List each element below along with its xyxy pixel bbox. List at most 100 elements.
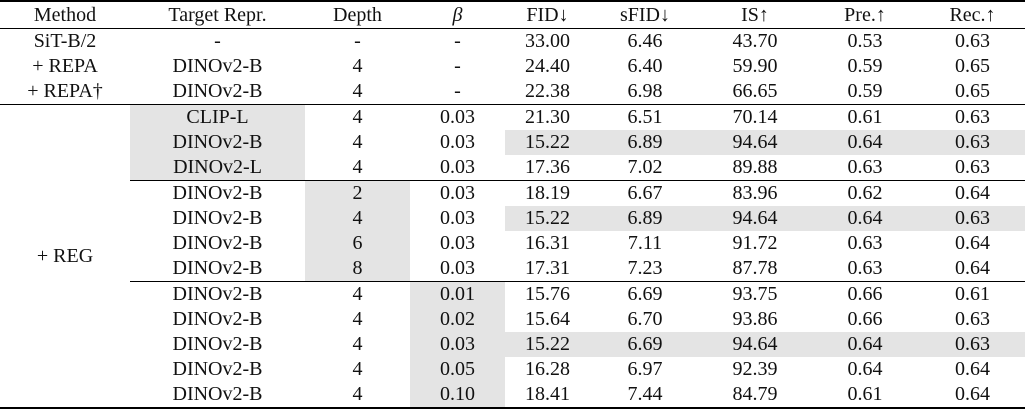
table-cell: 15.22	[505, 332, 590, 357]
table-cell: 70.14	[732, 106, 778, 128]
table-cell: DINOv2-B	[172, 182, 263, 204]
table-cell: 4	[352, 106, 363, 128]
table-cell: 0.64	[810, 332, 920, 357]
table-cell: DINOv2-B	[130, 256, 305, 282]
table-cell: 4	[305, 79, 410, 105]
table-cell: -	[214, 30, 221, 52]
table-row: DINOv2-B 4 0.03 15.22 6.89 94.64 0.64 0.63	[0, 206, 1025, 231]
table-cell: 0.65	[955, 55, 990, 77]
table-cell: 0.63	[847, 232, 883, 254]
table-cell: 4	[352, 358, 363, 380]
table-body: SiT-B/2- - -33.00 6.46 43.70 0.53 0.63 + REPA DI…	[0, 29, 1025, 409]
header-cell: sFID↓	[590, 0, 700, 29]
table-cell: 0.01	[410, 281, 505, 307]
table-cell: 0.63	[920, 130, 1025, 155]
table-row: DINOv2-B 4 0.05 16.28 6.97 92.39 0.64 0.64	[0, 357, 1025, 382]
table-cell: 15.76	[525, 283, 570, 305]
table-cell: 6.98	[590, 79, 700, 105]
table-cell: 0.66	[847, 308, 883, 330]
table-cell: 4	[305, 155, 410, 181]
table-cell: 6.51	[627, 106, 663, 128]
table-cell: 93.75	[732, 283, 778, 305]
table-cell: DINOv2-B	[172, 283, 263, 305]
table-cell: CLIP-L	[130, 104, 305, 130]
table-row: DINOv2-B 4 0.02 15.64 6.70 93.86 0.66 0.63	[0, 307, 1025, 332]
table-cell: 15.22	[505, 206, 590, 231]
table-cell: -	[454, 30, 461, 52]
header-cell: Pre.↑	[810, 0, 920, 29]
table-cell: 15.22	[505, 130, 590, 155]
table-cell: 0.64	[847, 358, 883, 380]
table-cell: 0.53	[847, 30, 883, 52]
header-cell: FID↓	[505, 0, 590, 29]
header-cell: Method	[0, 0, 130, 29]
table-cell: 6.40	[627, 55, 663, 77]
table-cell: -	[354, 30, 361, 52]
header-row: Method Target Repr. Depth β FID↓ sFID↓ IS↑ Pre.…	[0, 0, 1025, 29]
table-cell: 4	[305, 382, 410, 409]
table-cell: 0.64	[955, 232, 990, 254]
table-cell: 0.59	[847, 55, 883, 77]
table-cell: 0.64	[810, 130, 920, 155]
table-cell: 0.63	[955, 106, 990, 128]
table-cell: 2	[305, 180, 410, 206]
table-cell: 94.64	[700, 332, 810, 357]
table-cell: 22.38	[505, 79, 590, 105]
table-cell: 59.90	[732, 55, 778, 77]
table-cell: 6.70	[627, 308, 663, 330]
table-cell: 0.03	[410, 155, 505, 181]
table-cell: 0.63	[810, 256, 920, 282]
method-cell: + REG	[0, 104, 130, 409]
table-cell: 0.61	[955, 283, 990, 305]
table-cell: 87.78	[700, 256, 810, 282]
table-cell: 17.31	[505, 256, 590, 282]
table-cell: 0.64	[920, 256, 1025, 282]
table-cell: DINOv2-B	[172, 358, 263, 380]
table-cell: 21.30	[525, 106, 570, 128]
table-cell: 91.72	[732, 232, 778, 254]
table-cell: 6.69	[627, 283, 663, 305]
table-cell: 4	[352, 131, 363, 153]
table-cell: 93.86	[732, 308, 778, 330]
table-cell: DINOv2-L	[130, 155, 305, 181]
table-row: DINOv2-B 4 0.03 15.22 6.89 94.64 0.64 0.63	[0, 130, 1025, 155]
table-cell: 43.70	[732, 30, 778, 52]
table-cell: 15.64	[525, 308, 570, 330]
header-cell: β	[410, 0, 505, 29]
table-cell: -	[410, 79, 505, 105]
table-row: SiT-B/2 - - - 33.00 6.46 43.70 0.53 0.63	[0, 29, 1025, 55]
table-row: DINOv2-B 4 0.03 15.22 6.69 94.64 0.64 0.63	[0, 332, 1025, 357]
table-cell: 8	[305, 256, 410, 282]
table-cell: 84.79	[700, 382, 810, 409]
table-cell: 6.67	[627, 182, 663, 204]
table-cell: -	[454, 55, 461, 77]
table-cell: 7.23	[590, 256, 700, 282]
table-cell: 0.64	[810, 206, 920, 231]
table-header: Method Target Repr. Depth β FID↓ sFID↓ IS↑ Pre.…	[0, 0, 1025, 29]
table-cell: 0.10	[410, 382, 505, 409]
table-cell: 0.64	[920, 382, 1025, 409]
table-cell: 83.96	[732, 182, 778, 204]
table-cell: 4	[352, 55, 363, 77]
table-row: + REPA DINOv2-B 4 - 24.40 6.40 59.90 0.59 0.65	[0, 54, 1025, 79]
method-cell: + REPA†	[0, 79, 130, 105]
table-cell: 0.63	[920, 206, 1025, 231]
table-cell: 0.63	[955, 30, 990, 52]
table-cell: 6.89	[590, 206, 700, 231]
table-cell: 0.64	[955, 358, 990, 380]
table-cell: 94.64	[700, 206, 810, 231]
method-cell: + REPA	[32, 55, 98, 77]
table-cell: 4	[305, 206, 410, 231]
table-cell: 0.62	[847, 182, 883, 204]
table-row: DINOv2-L 4 0.03 17.36 7.02 89.88 0.63 0.63	[0, 155, 1025, 181]
table-cell: 0.59	[810, 79, 920, 105]
table-cell: 0.03	[410, 256, 505, 282]
table-row: DINOv2-B 4 0.01 15.76 6.69 93.75 0.66 0.61	[0, 281, 1025, 307]
table-cell: 0.02	[410, 307, 505, 332]
table-cell: 4	[352, 308, 363, 330]
table-cell: DINOv2-B	[172, 333, 263, 355]
table-cell: 7.02	[590, 155, 700, 181]
table-cell: 6.89	[590, 130, 700, 155]
table-cell: 0.64	[955, 182, 990, 204]
